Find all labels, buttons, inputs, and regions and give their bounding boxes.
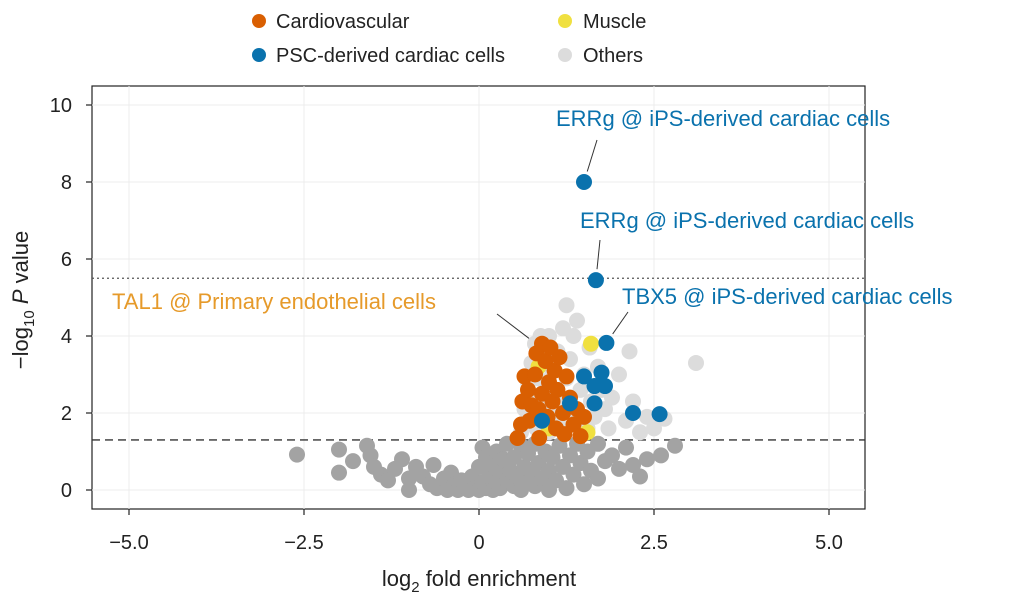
legend-label-muscle: Muscle bbox=[583, 11, 646, 33]
point-others-37 bbox=[625, 393, 641, 410]
leader-line-TAL1-label bbox=[496, 313, 531, 340]
point-others-45 bbox=[565, 328, 582, 344]
point-cardiovascular-20 bbox=[549, 381, 566, 398]
point-notsignificant-1 bbox=[331, 441, 347, 458]
point-notsignificant-11 bbox=[401, 470, 417, 487]
y-axis-title: −log10 P value bbox=[8, 231, 38, 369]
legend-swatch-others bbox=[558, 48, 572, 62]
point-psc-derived-cardiac-cells-9 bbox=[625, 405, 641, 421]
point-cardiovascular-7 bbox=[527, 366, 543, 383]
legend-label-others: Others bbox=[583, 45, 643, 67]
legend-swatch-muscle bbox=[558, 14, 572, 28]
point-psc-derived-cardiac-cells-11 bbox=[534, 412, 550, 429]
y-axis-ticks: 0 2 4 6 8 10 bbox=[50, 95, 92, 502]
point-cardiovascular-21 bbox=[551, 349, 568, 366]
point-notsignificant-80 bbox=[632, 468, 648, 485]
x-tick-label-2: 0 bbox=[473, 532, 484, 554]
point-others-34 bbox=[604, 389, 620, 406]
leader-line-TBX5-label bbox=[612, 311, 629, 335]
point-cardiovascular-0 bbox=[509, 430, 526, 447]
point-psc-derived-cardiac-cells-0 bbox=[576, 174, 592, 190]
point-others-44 bbox=[558, 297, 575, 314]
point-notsignificant-77 bbox=[611, 460, 627, 477]
annotation-tbx5: TBX5 @ iPS-derived cardiac cells bbox=[622, 284, 952, 309]
point-notsignificant-79 bbox=[625, 456, 641, 473]
y-tick-label-2: 4 bbox=[61, 326, 72, 348]
point-cardiovascular-29 bbox=[576, 408, 592, 425]
point-psc-derived-cardiac-cells-1 bbox=[587, 272, 604, 289]
point-notsignificant-61 bbox=[544, 449, 561, 466]
data-points bbox=[289, 174, 704, 498]
reference-lines bbox=[92, 277, 865, 441]
point-notsignificant-78 bbox=[618, 439, 634, 456]
y-tick-label-4: 8 bbox=[61, 172, 72, 194]
point-cardiovascular-24 bbox=[558, 368, 575, 385]
point-psc-derived-cardiac-cells-3 bbox=[576, 368, 592, 385]
point-psc-derived-cardiac-cells-10 bbox=[651, 406, 668, 423]
point-others-40 bbox=[646, 420, 662, 437]
point-cardiovascular-28 bbox=[572, 428, 589, 445]
point-others-35 bbox=[611, 366, 627, 383]
legend: Cardiovascular Muscle PSC-derived cardia… bbox=[252, 11, 646, 67]
point-others-42 bbox=[621, 343, 638, 360]
point-notsignificant-73 bbox=[590, 470, 606, 487]
x-tick-label-3: 2.5 bbox=[640, 532, 668, 554]
point-notsignificant-46 bbox=[506, 449, 522, 466]
point-psc-derived-cardiac-cells-4 bbox=[593, 364, 610, 381]
point-psc-derived-cardiac-cells-6 bbox=[597, 378, 613, 395]
x-axis-ticks: −5.0 −2.5 0 2.5 5.0 bbox=[109, 509, 843, 554]
x-axis-title: log2 fold enrichment bbox=[382, 566, 576, 596]
point-others-38 bbox=[632, 424, 648, 441]
point-psc-derived-cardiac-cells-8 bbox=[586, 395, 603, 412]
point-cardiovascular-10 bbox=[531, 430, 548, 447]
annotation-tal1: TAL1 @ Primary endothelial cells bbox=[112, 289, 436, 314]
x-tick-label-4: 5.0 bbox=[815, 532, 843, 554]
point-others-33 bbox=[600, 420, 617, 437]
point-notsignificant-74 bbox=[590, 435, 606, 452]
legend-swatch-psc-derived bbox=[252, 48, 266, 62]
point-notsignificant-3 bbox=[345, 453, 361, 470]
legend-label-psc-derived: PSC-derived cardiac cells bbox=[276, 45, 505, 67]
point-cardiovascular-18 bbox=[546, 362, 563, 379]
y-tick-label-5: 10 bbox=[50, 95, 72, 117]
legend-label-cardiovascular: Cardiovascular bbox=[276, 11, 410, 33]
point-notsignificant-12 bbox=[401, 482, 417, 498]
point-notsignificant-8 bbox=[380, 472, 396, 489]
point-notsignificant-2 bbox=[331, 464, 347, 481]
point-psc-derived-cardiac-cells-7 bbox=[562, 395, 578, 412]
annotation-errg-top: ERRg @ iPS-derived cardiac cells bbox=[556, 106, 890, 131]
legend-swatch-cardiovascular bbox=[252, 14, 266, 28]
point-notsignificant-65 bbox=[558, 480, 575, 497]
point-cardiovascular-4 bbox=[520, 381, 536, 398]
point-cardiovascular-5 bbox=[521, 412, 538, 429]
point-notsignificant-10 bbox=[394, 451, 410, 468]
point-others-39 bbox=[639, 408, 655, 425]
y-tick-label-3: 6 bbox=[61, 249, 72, 271]
leader-line-ERRg-label-mid bbox=[596, 239, 601, 270]
point-notsignificant-76 bbox=[604, 447, 620, 464]
y-tick-label-1: 2 bbox=[61, 403, 72, 425]
point-others-43 bbox=[688, 354, 704, 371]
point-notsignificant-67 bbox=[565, 466, 582, 483]
point-notsignificant-0 bbox=[289, 446, 305, 463]
x-tick-label-0: −5.0 bbox=[109, 532, 148, 554]
annotation-errg-mid: ERRg @ iPS-derived cardiac cells bbox=[580, 208, 914, 233]
point-psc-derived-cardiac-cells-2 bbox=[598, 334, 615, 351]
point-notsignificant-70 bbox=[576, 476, 592, 493]
leader-line-ERRg-label-top bbox=[586, 139, 598, 172]
point-notsignificant-81 bbox=[639, 451, 655, 468]
x-tick-label-1: −2.5 bbox=[284, 532, 323, 554]
point-notsignificant-83 bbox=[667, 437, 683, 454]
point-others-23 bbox=[569, 312, 585, 329]
annotation-leaders bbox=[496, 139, 629, 340]
point-notsignificant-16 bbox=[425, 456, 442, 473]
point-muscle-0 bbox=[583, 335, 599, 352]
gridlines bbox=[92, 86, 865, 509]
point-notsignificant-82 bbox=[653, 447, 669, 464]
y-tick-label-0: 0 bbox=[61, 480, 72, 502]
